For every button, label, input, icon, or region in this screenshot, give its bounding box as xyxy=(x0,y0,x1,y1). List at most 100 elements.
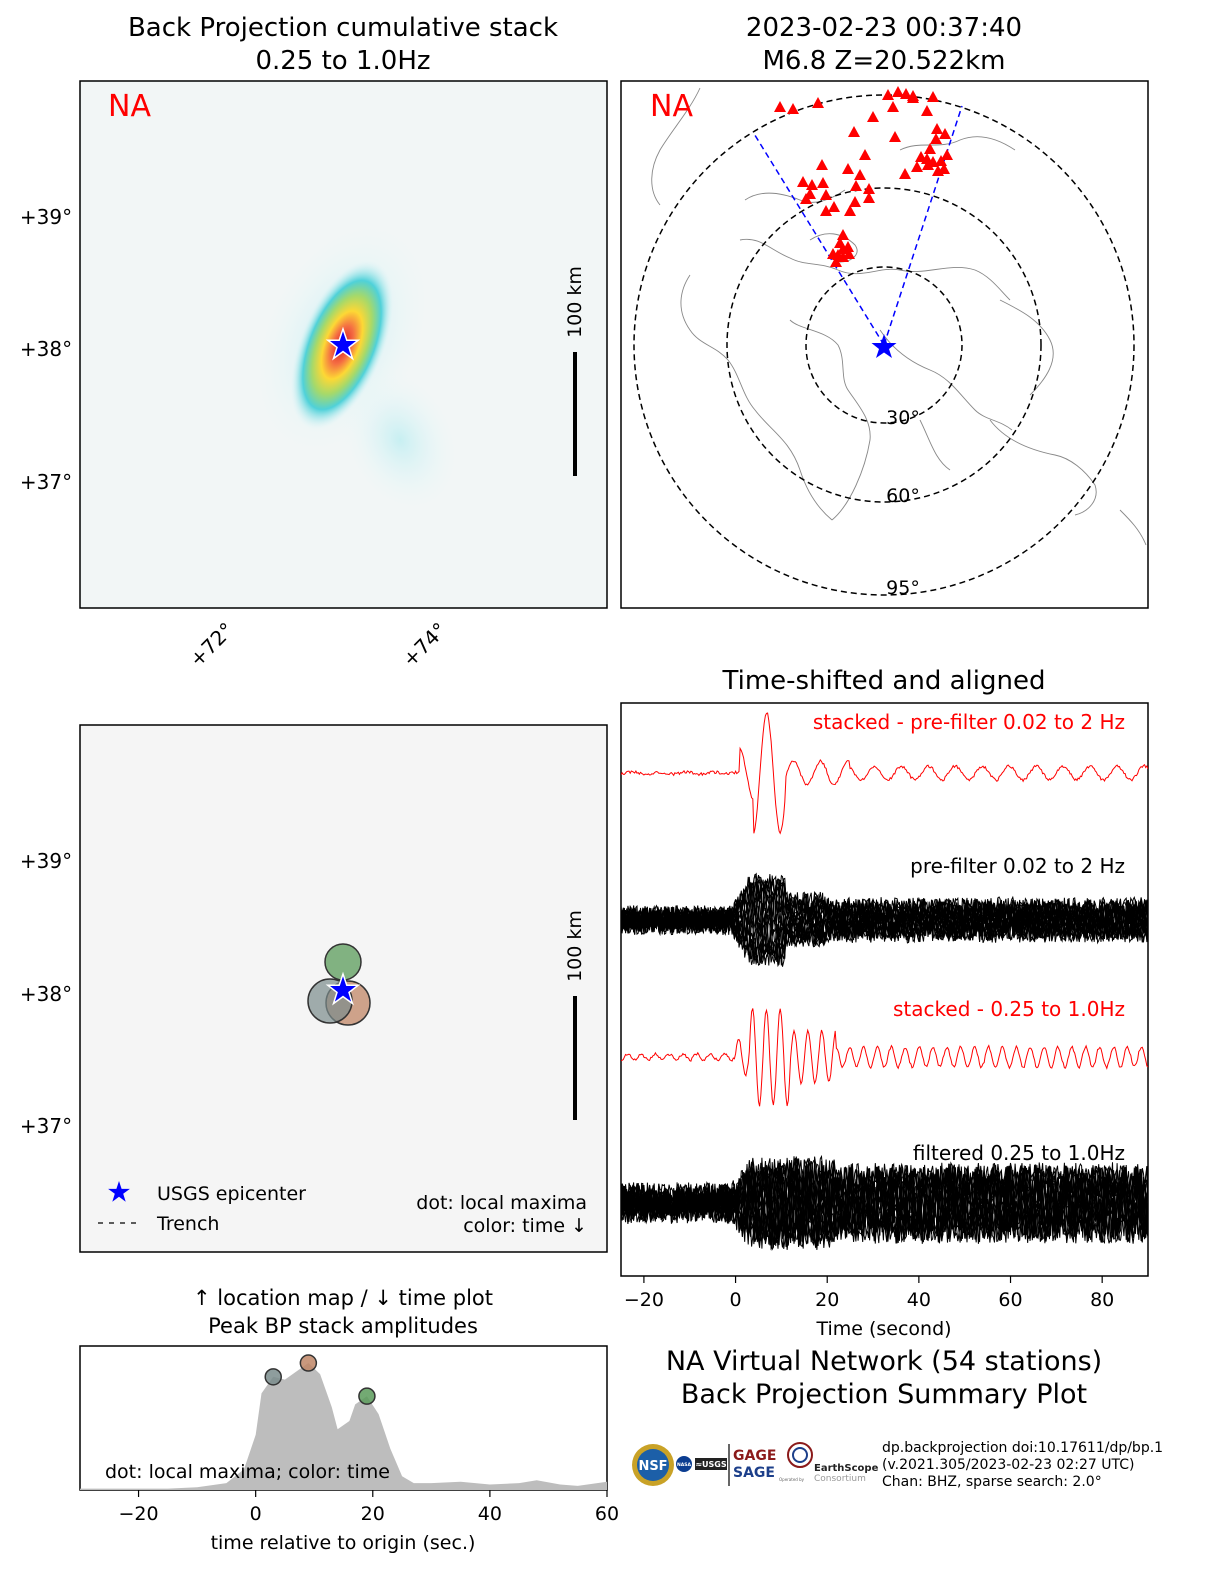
station-map-panel: 2023-02-23 00:37:40 M6.8 Z=20.522km 30° … xyxy=(620,13,1149,609)
map-ring-label: 60° xyxy=(886,485,920,507)
legend-star-icon xyxy=(108,1181,130,1202)
bp-title-line2: 0.25 to 1.0Hz xyxy=(255,46,430,76)
map-ring-label: 30° xyxy=(886,407,920,429)
map-network-label: NA xyxy=(650,89,693,124)
station-marker xyxy=(863,192,875,203)
peak-title-line1: ↑ location map / ↓ time plot xyxy=(193,1286,493,1310)
station-marker xyxy=(882,89,894,100)
epicenter-star-icon xyxy=(871,334,897,358)
station-marker xyxy=(842,163,854,174)
map-azimuth-line-left xyxy=(752,131,885,346)
station-marker xyxy=(939,128,951,139)
usgs-logo: ≈USGS xyxy=(695,1458,727,1470)
stacked-prefilter-trace xyxy=(621,712,1148,835)
peak-title-line2: Peak BP stack amplitudes xyxy=(208,1314,478,1338)
epicenter-star-icon xyxy=(325,971,361,1006)
svg-text:EarthScope: EarthScope xyxy=(814,1463,879,1474)
svg-text:NASA: NASA xyxy=(677,1462,691,1468)
summary-line2: Back Projection Summary Plot xyxy=(681,1379,1087,1410)
waveform-xlabel: Time (second) xyxy=(815,1318,951,1340)
station-marker xyxy=(830,256,842,267)
station-marker xyxy=(921,105,933,116)
station-marker xyxy=(834,237,846,248)
locmax-note-line1: dot: local maxima xyxy=(416,1192,587,1214)
peak-x-axis: −20 0 20 40 60 xyxy=(119,1490,619,1525)
bp-lat-tick: +37° xyxy=(20,470,72,494)
station-marker xyxy=(843,248,855,259)
prefilter-trace xyxy=(621,877,1148,966)
station-marker xyxy=(844,205,856,216)
map-ring-60 xyxy=(726,187,1042,503)
station-marker xyxy=(892,86,904,97)
station-marker xyxy=(931,123,943,134)
waveform-label-filtered: filtered 0.25 to 1.0Hz xyxy=(913,1141,1125,1165)
station-marker xyxy=(820,205,832,216)
waveform-label-prefilter: pre-filter 0.02 to 2 Hz xyxy=(910,854,1125,878)
station-marker xyxy=(922,159,934,170)
peak-tick-label: −20 xyxy=(119,1503,159,1525)
station-marker xyxy=(859,149,871,160)
locmax-scalebar-label: 100 km xyxy=(564,910,586,982)
station-marker xyxy=(806,179,818,190)
nasa-logo: NASA xyxy=(676,1456,692,1472)
peak-maxima-dots xyxy=(264,1354,376,1405)
map-ring-label: 95° xyxy=(886,577,920,599)
waveform-label-stacked-prefilter: stacked - pre-filter 0.02 to 2 Hz xyxy=(813,710,1125,734)
summary-block: NA Virtual Network (54 stations) Back Pr… xyxy=(666,1346,1102,1410)
station-marker xyxy=(907,92,919,103)
station-marker xyxy=(915,151,927,162)
peak-note: dot: local maxima; color: time xyxy=(105,1461,390,1483)
legend-trench-label: Trench xyxy=(156,1213,219,1235)
station-marker xyxy=(774,101,786,112)
epicenter-star-icon xyxy=(325,326,361,361)
logo-strip: NSF NASA ≈USGS GAGE SAGE EarthScope Cons… xyxy=(632,1442,879,1486)
footer-line1: dp.backprojection doi:10.17611/dp/bp.1 xyxy=(882,1440,1164,1456)
filtered-trace xyxy=(621,1159,1148,1249)
station-marker xyxy=(828,201,840,212)
waveform-tick-label: 0 xyxy=(730,1289,742,1311)
station-marker xyxy=(837,229,849,240)
station-marker xyxy=(887,101,899,112)
waveform-tick-label: 80 xyxy=(1090,1289,1114,1311)
station-marker xyxy=(889,131,901,142)
waveform-label-stacked-filtered: stacked - 0.25 to 1.0Hz xyxy=(893,997,1125,1021)
nsf-logo: NSF xyxy=(632,1444,674,1486)
svg-text:Operated by: Operated by xyxy=(779,1477,805,1482)
bp-scalebar-label: 100 km xyxy=(564,266,586,338)
peak-xlabel: time relative to origin (sec.) xyxy=(211,1532,476,1554)
svg-text:SAGE: SAGE xyxy=(733,1465,775,1481)
filtered-trace xyxy=(621,1159,1148,1249)
station-marker xyxy=(812,97,824,108)
locmax-lat-tick: +39° xyxy=(20,849,72,873)
station-marker xyxy=(850,180,862,191)
bp-title-line1: Back Projection cumulative stack xyxy=(128,13,558,43)
waveform-tick-label: 40 xyxy=(907,1289,931,1311)
bp-lat-tick: +38° xyxy=(20,337,72,361)
map-ring-30 xyxy=(805,266,963,424)
waveform-tick-label: −20 xyxy=(624,1289,664,1311)
waveform-title: Time-shifted and aligned xyxy=(722,666,1046,696)
station-marker xyxy=(932,165,944,176)
station-marker xyxy=(837,251,849,262)
waveform-x-axis: −20 0 20 40 60 80 xyxy=(624,1276,1114,1311)
locmax-lat-tick: +37° xyxy=(20,1114,72,1138)
prefilter-trace xyxy=(621,879,1148,962)
station-marker xyxy=(787,103,799,114)
peak-panel: ↑ location map / ↓ time plot Peak BP sta… xyxy=(79,1286,619,1554)
station-marker xyxy=(827,248,839,259)
station-marker xyxy=(930,133,942,144)
station-markers xyxy=(774,86,953,267)
footer-text: dp.backprojection doi:10.17611/dp/bp.1 (v… xyxy=(882,1440,1163,1491)
bp-lon-tick: +74° xyxy=(398,618,452,672)
peak-maximum-dot xyxy=(299,1354,318,1372)
map-azimuth-line-right xyxy=(883,105,963,346)
station-marker xyxy=(899,168,911,179)
peak-maximum-dot xyxy=(264,1368,282,1386)
station-marker xyxy=(867,111,879,122)
locmax-note-line2: color: time ↓ xyxy=(463,1215,587,1237)
station-marker xyxy=(817,177,829,188)
station-marker xyxy=(848,126,860,137)
station-marker xyxy=(797,176,809,187)
footer-line2: (v.2021.305/2023-02-23 02:27 UTC) xyxy=(882,1457,1135,1473)
